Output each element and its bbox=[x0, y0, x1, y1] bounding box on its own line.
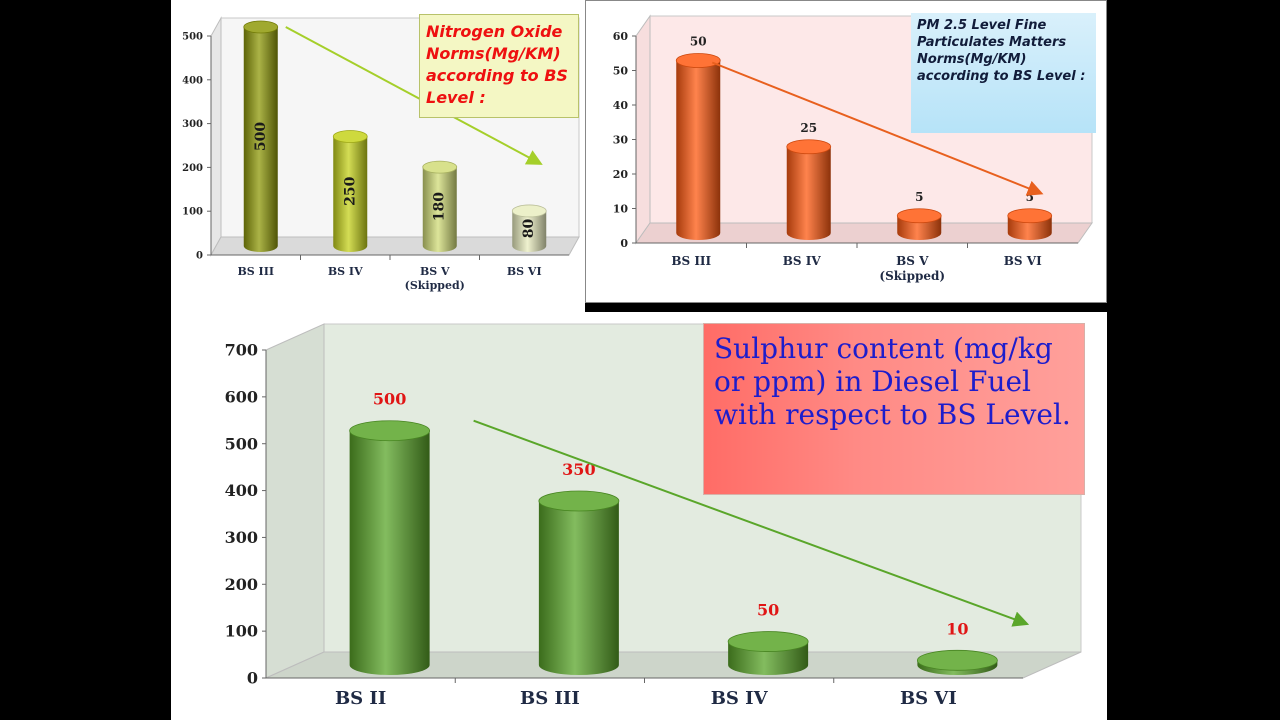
y-tick-label: 200 bbox=[182, 163, 203, 174]
y-tick-label: 400 bbox=[225, 481, 258, 500]
category-note: (Skipped) bbox=[879, 269, 945, 283]
bar-0 bbox=[349, 430, 430, 675]
chart-side-wall bbox=[210, 16, 222, 257]
y-tick-label: 500 bbox=[225, 434, 258, 453]
category-label: BS IV bbox=[711, 688, 769, 709]
y-tick-label: 10 bbox=[613, 202, 629, 215]
y-tick-label: 300 bbox=[225, 528, 258, 547]
bar-1 bbox=[333, 136, 368, 252]
category-label: BS III bbox=[237, 265, 274, 278]
bar-top-1 bbox=[786, 139, 832, 155]
category-label: BS III bbox=[671, 254, 711, 268]
bar-top-0 bbox=[243, 20, 279, 34]
category-label: BS VI bbox=[1004, 254, 1042, 268]
y-tick-label: 0 bbox=[247, 669, 258, 688]
data-label: 5 bbox=[1026, 190, 1034, 204]
bar-top-1 bbox=[538, 490, 620, 512]
bar-top-2 bbox=[727, 631, 809, 652]
category-label: BS IV bbox=[328, 265, 363, 278]
nox-title-note: Nitrogen Oxide Norms(Mg/KM) according to… bbox=[419, 14, 579, 118]
sulphur-chart-panel: 0 100 200 300 400 500 600 700 500 BS II 350 BS III 5… bbox=[171, 312, 1107, 720]
data-label: 500 bbox=[373, 390, 406, 409]
bar-top-3 bbox=[1007, 208, 1053, 224]
pm-title-note: PM 2.5 Level Fine Particulates Matters N… bbox=[911, 13, 1096, 133]
bar-top-2 bbox=[422, 160, 458, 174]
category-note: (Skipped) bbox=[405, 279, 465, 292]
category-label: BS VI bbox=[507, 265, 542, 278]
bar-1 bbox=[538, 501, 619, 675]
bar-top-3 bbox=[511, 204, 547, 218]
data-label: 5 bbox=[915, 190, 923, 204]
bar-1 bbox=[786, 146, 831, 241]
bar-top-2 bbox=[896, 208, 942, 224]
sulphur-title-note: Sulphur content (mg/kg or ppm) in Diesel… bbox=[703, 323, 1085, 495]
bar-0 bbox=[676, 60, 721, 241]
bar-top-1 bbox=[332, 130, 368, 143]
data-label: 50 bbox=[757, 601, 779, 620]
trend-arrow bbox=[285, 26, 543, 165]
category-label: BS III bbox=[520, 688, 580, 709]
y-tick-label: 60 bbox=[613, 30, 629, 43]
bar-0 bbox=[243, 27, 278, 252]
chart-side-wall bbox=[635, 14, 651, 245]
bar-top-3 bbox=[916, 649, 998, 671]
y-tick-label: 40 bbox=[613, 99, 629, 112]
y-tick-label: 100 bbox=[182, 207, 203, 218]
pm-chart-panel: 0 10 20 30 40 50 60 50 BS III 25 BS IV 5 BS V (Skippe… bbox=[585, 0, 1107, 303]
y-tick-label: 700 bbox=[225, 341, 258, 360]
category-label: BS V bbox=[420, 265, 450, 278]
bar-top-0 bbox=[675, 53, 721, 68]
data-label: 50 bbox=[690, 35, 707, 49]
data-label: 180 bbox=[432, 192, 448, 221]
nox-chart-panel: 0 100 200 300 400 500 500 BS III 250 BS IV 180 BS V… bbox=[171, 0, 585, 312]
y-tick-label: 600 bbox=[225, 387, 258, 406]
y-tick-label: 400 bbox=[182, 75, 203, 86]
y-tick-label: 0 bbox=[620, 237, 628, 250]
bar-2 bbox=[422, 167, 457, 252]
y-tick-label: 500 bbox=[182, 32, 203, 43]
y-tick-label: 30 bbox=[613, 133, 629, 146]
data-label: 350 bbox=[562, 460, 595, 479]
y-tick-label: 50 bbox=[613, 64, 629, 77]
category-label: BS IV bbox=[783, 254, 822, 268]
category-label: BS VI bbox=[900, 688, 957, 709]
bar-top-0 bbox=[349, 420, 431, 442]
y-tick-label: 0 bbox=[196, 251, 203, 262]
data-label: 250 bbox=[342, 176, 358, 205]
data-label: 25 bbox=[800, 121, 817, 135]
y-tick-label: 200 bbox=[225, 575, 258, 594]
bar-3 bbox=[512, 210, 547, 252]
chart-side-wall bbox=[265, 323, 325, 679]
y-tick-label: 300 bbox=[182, 119, 203, 130]
data-label: 500 bbox=[253, 122, 269, 151]
trend-arrow bbox=[473, 419, 1030, 627]
trend-arrow bbox=[711, 61, 1044, 196]
category-label: BS V bbox=[896, 254, 929, 268]
category-label: BS II bbox=[335, 688, 386, 709]
data-label: 10 bbox=[946, 619, 968, 638]
y-tick-label: 20 bbox=[613, 168, 629, 181]
data-label: 80 bbox=[521, 218, 537, 238]
y-tick-label: 100 bbox=[225, 622, 258, 641]
